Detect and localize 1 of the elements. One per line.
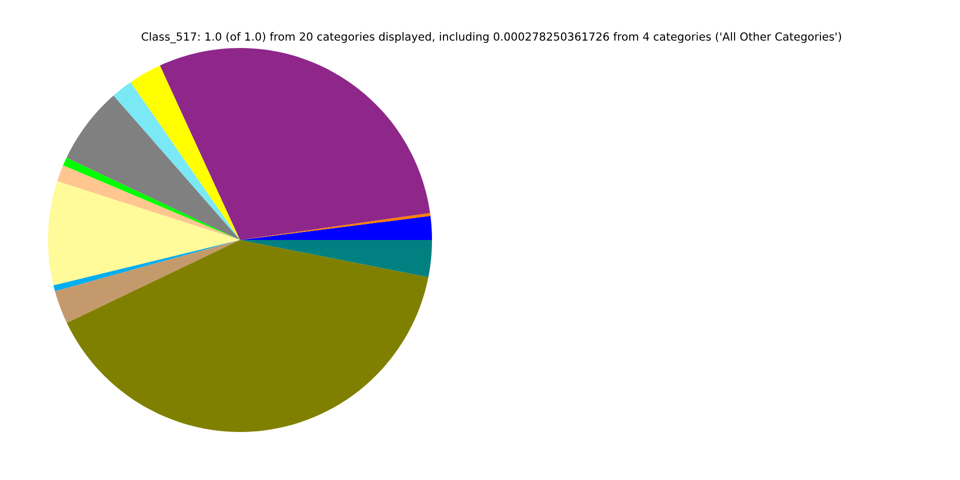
text: Class_517: 1.0 (of 1.0) from 20 categories displayed, including 0.000278250361726 from 4 categories ('All Other Categories')	[142, 32, 842, 44]
